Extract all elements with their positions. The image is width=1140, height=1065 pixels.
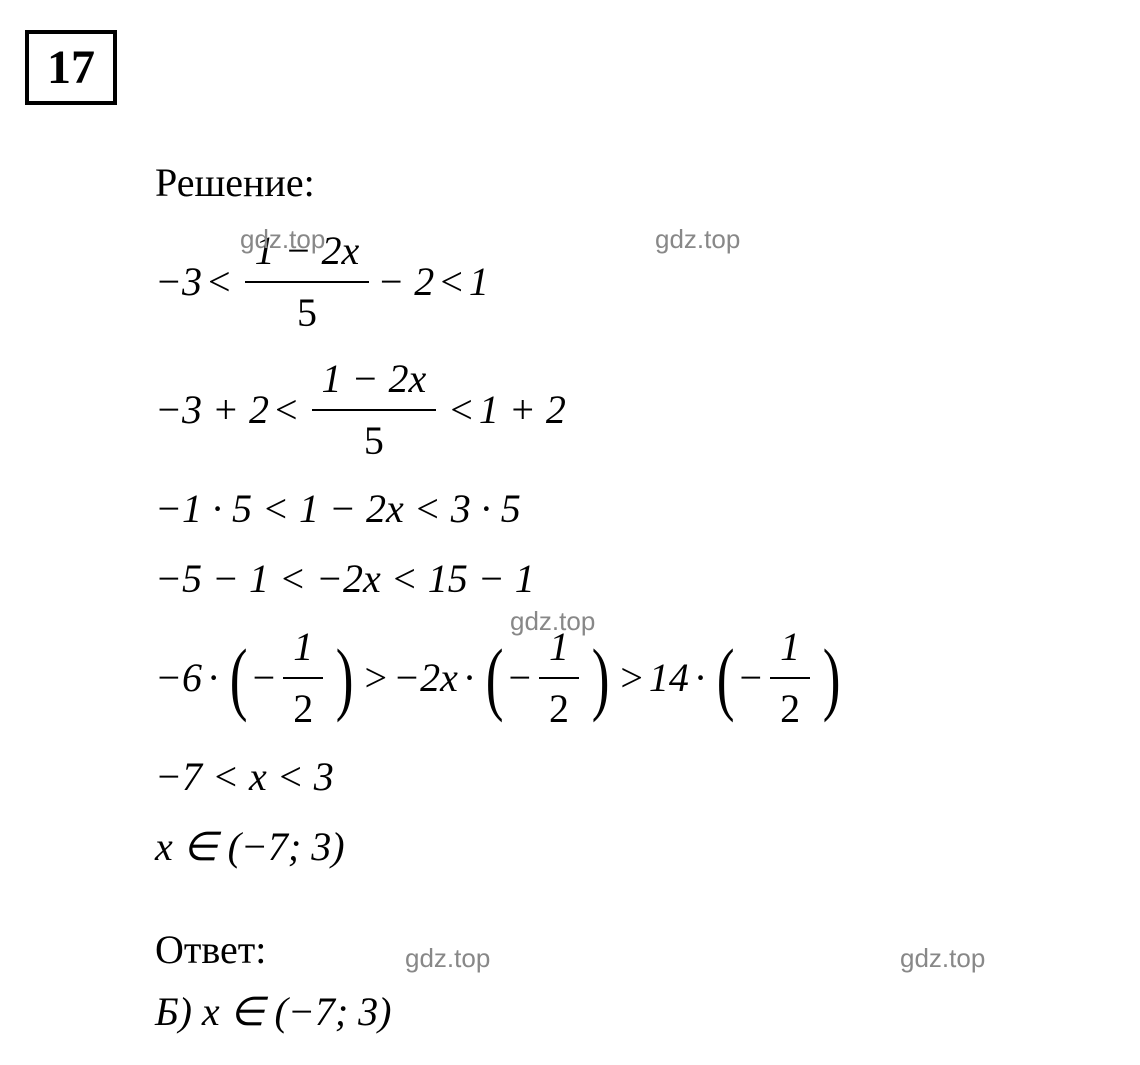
l5-f3-num: 1: [770, 619, 810, 679]
equation-line-7: x ∈ (−7; 3): [155, 817, 1115, 877]
problem-number-box: 17: [25, 30, 117, 105]
l2-fraction: 1 − 2x 5: [312, 351, 437, 469]
l1-left: −3: [155, 254, 202, 310]
answer-value: Б) x ∈ (−7; 3): [155, 984, 1115, 1040]
l5-neg3: −: [740, 650, 763, 706]
equation-line-6: −7 < x < 3: [155, 747, 1115, 807]
l5-neg1: −: [253, 650, 276, 706]
equation-line-5: −6 · ( − 1 2 ) > −2x · ( − 1 2 ) > 14 · …: [155, 619, 1115, 737]
l5-f3-den: 2: [770, 679, 810, 737]
l1-minus: − 2: [377, 254, 434, 310]
watermark-gdz-5: gdz.top: [900, 940, 985, 976]
solution-content: Решение: gdz.top gdz.top −3 < 1 − 2x 5 −…: [25, 155, 1115, 1040]
watermark-gdz-1: gdz.top: [240, 221, 325, 257]
l5-rparen2: ): [592, 649, 610, 706]
l5-rparen1: ): [336, 649, 354, 706]
l5-c: 14: [649, 650, 689, 706]
problem-number: 17: [47, 41, 95, 94]
l5-neg2: −: [508, 650, 531, 706]
l5-gt2: >: [620, 650, 643, 706]
solution-title: Решение:: [155, 155, 1115, 211]
watermark-gdz-2: gdz.top: [655, 221, 740, 257]
l2-lt1: <: [275, 382, 298, 438]
l1-lt2: <: [440, 254, 463, 310]
l1-frac-den: 5: [287, 283, 327, 341]
l5-b: −2x: [393, 650, 458, 706]
equation-line-4: −5 − 1 < −2x < 15 − 1: [155, 549, 1115, 609]
l5-f1: 1 2: [283, 619, 323, 737]
l2-frac-den: 5: [354, 411, 394, 469]
l5-f1-num: 1: [283, 619, 323, 679]
equation-line-3: −1 · 5 < 1 − 2x < 3 · 5: [155, 479, 1115, 539]
l5-lparen1: (: [230, 649, 248, 706]
l2-right: 1 + 2: [479, 382, 566, 438]
l1-lt1: <: [208, 254, 231, 310]
l5-gt1: >: [365, 650, 388, 706]
l5-f3: 1 2: [770, 619, 810, 737]
l5-dot3: ·: [694, 650, 707, 706]
l5-f2-den: 2: [539, 679, 579, 737]
l5-rparen3: ): [823, 649, 841, 706]
l5-paren3: ( − 1 2 ): [712, 619, 845, 737]
l5-f1-den: 2: [283, 679, 323, 737]
l5-lparen3: (: [717, 649, 735, 706]
answer-section: gdz.top gdz.top Ответ: Б) x ∈ (−7; 3): [155, 922, 1115, 1040]
l2-frac-num: 1 − 2x: [312, 351, 437, 411]
l5-lparen2: (: [486, 649, 504, 706]
l2-lt2: <: [450, 382, 473, 438]
watermark-gdz-3: gdz.top: [510, 603, 595, 639]
l1-right: 1: [469, 254, 489, 310]
l2-left: −3 + 2: [155, 382, 269, 438]
equation-line-2: −3 + 2 < 1 − 2x 5 < 1 + 2: [155, 351, 1115, 469]
l5-dot1: ·: [207, 650, 220, 706]
l5-a: −6: [155, 650, 202, 706]
watermark-gdz-4: gdz.top: [405, 940, 490, 976]
l5-dot2: ·: [463, 650, 476, 706]
l5-paren1: ( − 1 2 ): [225, 619, 358, 737]
